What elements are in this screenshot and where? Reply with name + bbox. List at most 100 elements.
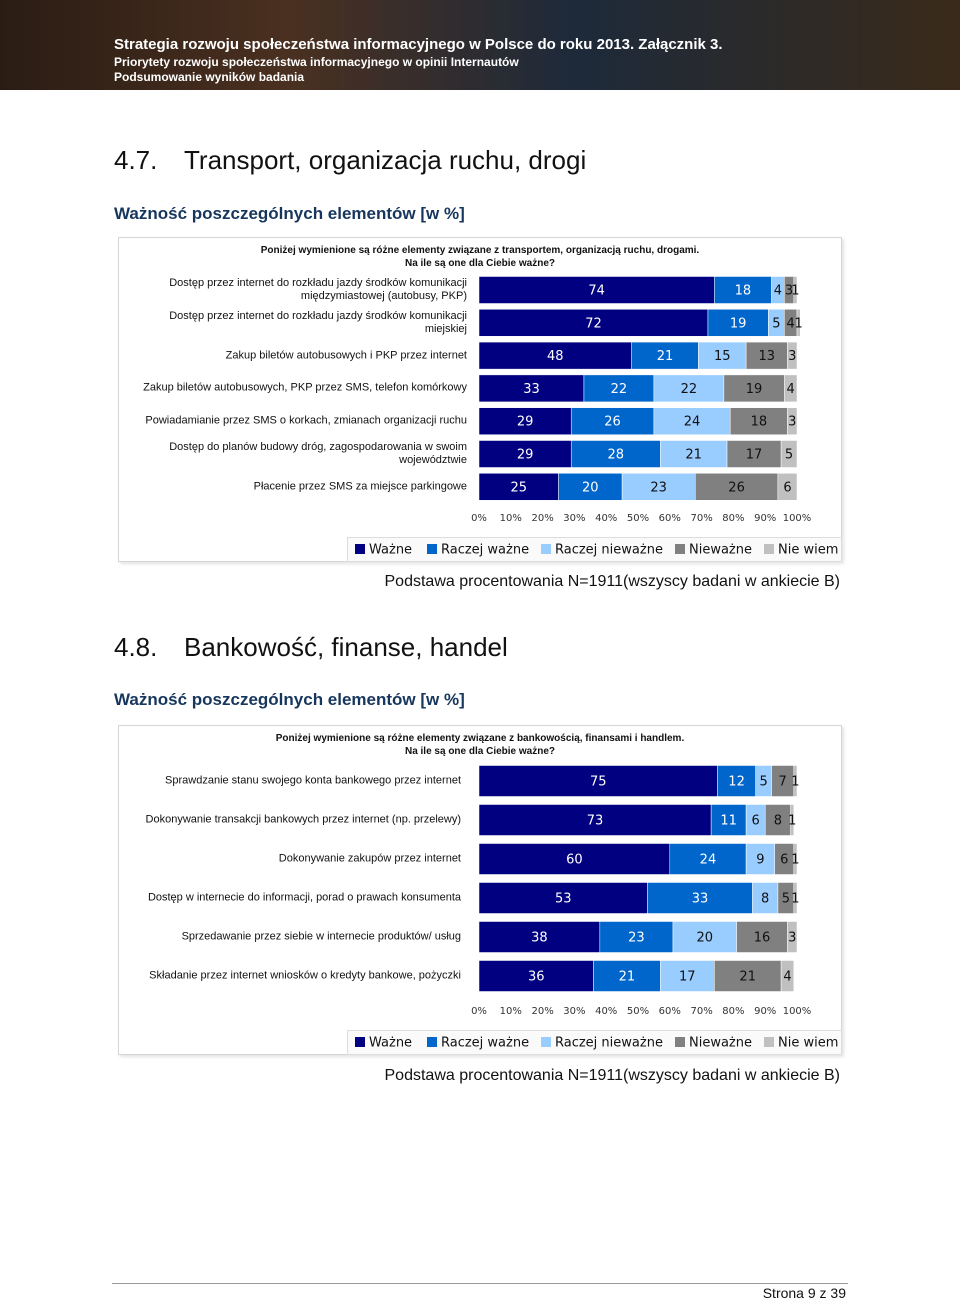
value-label: 5 (785, 448, 793, 463)
value-label: 17 (746, 448, 763, 463)
x-tick-label: 40% (595, 1006, 617, 1017)
value-label: 75 (590, 775, 607, 790)
value-label: 19 (730, 316, 747, 331)
value-label: 22 (681, 382, 698, 397)
value-label: 7 (779, 775, 787, 790)
legend-label: Nieważne (689, 1036, 752, 1051)
bar-segment (570, 440, 661, 468)
value-label: 60 (566, 853, 583, 868)
bar-segment (745, 341, 788, 370)
value-label: 24 (684, 415, 701, 430)
value-label: 22 (611, 382, 628, 397)
bar-segment (478, 341, 632, 370)
bar-segment (653, 374, 725, 403)
bar-segment (777, 473, 798, 501)
value-label: 21 (685, 448, 702, 463)
category-label: Dokonywanie transakcji bankowych przez i… (145, 813, 461, 826)
bar-segment (672, 921, 737, 953)
bar-segment (780, 440, 798, 468)
bar-segment (784, 374, 798, 403)
header-title: Strategia rozwoju społeczeństwa informac… (114, 36, 723, 53)
value-label: 18 (735, 284, 752, 299)
bar-segment (653, 407, 731, 435)
bar-segment (752, 882, 779, 914)
category-label: Płacenie przez SMS za miejsce parkingowe (253, 480, 467, 493)
legend-swatch (355, 544, 365, 554)
x-tick-label: 90% (754, 1006, 776, 1017)
bar-segment (631, 341, 699, 370)
category-label: Zakup biletów autobusowych, PKP przez SM… (143, 381, 467, 394)
value-label: 29 (517, 415, 534, 430)
legend-label: Nie wiem (778, 1036, 838, 1051)
legend-swatch (764, 1037, 774, 1047)
value-label: 11 (720, 814, 737, 829)
category-label: Sprzedawanie przez siebie w internecie p… (181, 930, 461, 943)
category-label: Składanie przez internet wniosków o kred… (149, 969, 461, 982)
legend-swatch (675, 544, 685, 554)
bar-segment (698, 341, 747, 370)
value-label: 28 (607, 448, 624, 463)
category-label: Dostęp przez internet do rozkładu jazdy … (169, 277, 467, 302)
x-tick-label: 100% (783, 513, 812, 524)
value-label: 4 (786, 382, 794, 397)
value-label: 6 (783, 480, 791, 495)
bar-segment (793, 882, 798, 914)
bar-segment (726, 440, 782, 468)
legend-swatch (541, 544, 551, 554)
value-label: 17 (679, 970, 696, 985)
x-tick-label: 30% (563, 1006, 585, 1017)
bar-segment (593, 960, 661, 992)
bar-segment (669, 843, 747, 875)
value-label: 21 (739, 970, 756, 985)
value-label: 1 (788, 814, 796, 829)
bar-segment (710, 804, 747, 836)
value-label: 16 (754, 931, 771, 946)
bar-segment (793, 765, 798, 797)
value-label: 6 (780, 853, 788, 868)
x-tick-label: 80% (722, 513, 744, 524)
bar-segment (599, 921, 674, 953)
value-label: 26 (728, 480, 745, 495)
value-label: 73 (587, 814, 604, 829)
bar-segment (723, 374, 785, 403)
legend-label: Raczej ważne (441, 543, 529, 558)
value-label: 1 (794, 316, 802, 331)
bar-segment (787, 341, 798, 370)
bar-segment (478, 765, 718, 797)
value-label: 26 (604, 415, 621, 430)
legend-label: Raczej nieważne (555, 1036, 663, 1051)
legend-label: Ważne (369, 543, 412, 558)
value-label: 1 (791, 284, 799, 299)
value-label: 18 (751, 415, 768, 430)
value-label: 1 (791, 892, 799, 907)
value-label: 5 (782, 892, 790, 907)
category-label: Sprawdzanie stanu swojego konta bankoweg… (165, 774, 461, 787)
x-tick-label: 0% (471, 513, 487, 524)
value-label: 21 (657, 349, 674, 364)
bar-segment (478, 882, 648, 914)
chart-title: Poniżej wymienione są różne elementy zwi… (260, 245, 700, 256)
category-label: Dostęp w internecie do informacji, porad… (147, 891, 461, 904)
legend-label: Ważne (369, 1036, 412, 1051)
x-tick-label: 50% (627, 513, 649, 524)
value-label: 3 (788, 349, 796, 364)
value-label: 3 (788, 931, 796, 946)
x-tick-label: 70% (690, 1006, 712, 1017)
value-label: 23 (628, 931, 645, 946)
value-label: 25 (510, 480, 527, 495)
section-number: 4.7. (114, 145, 158, 175)
value-label: 9 (756, 853, 764, 868)
page-number: Strona 9 z 39 (762, 1285, 846, 1298)
section-subtitle: Ważność poszczególnych elementów [w %] (114, 204, 465, 223)
bar-segment (790, 804, 795, 836)
value-label: 6 (752, 814, 760, 829)
value-label: 4 (774, 284, 782, 299)
x-tick-label: 50% (627, 1006, 649, 1017)
x-tick-label: 20% (531, 513, 553, 524)
x-tick-label: 10% (500, 1006, 522, 1017)
legend-swatch (355, 1037, 365, 1047)
value-label: 12 (728, 775, 745, 790)
x-tick-label: 60% (659, 513, 681, 524)
bar-segment (796, 309, 801, 337)
